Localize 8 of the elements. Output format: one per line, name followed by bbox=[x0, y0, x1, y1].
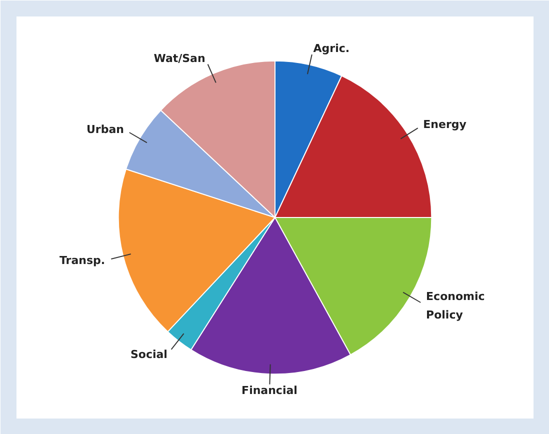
slice-label: Social bbox=[130, 348, 168, 361]
slice-label: Agric. bbox=[313, 42, 350, 55]
slice-label: Transp. bbox=[59, 254, 106, 268]
slice-label: Wat/San bbox=[154, 52, 206, 66]
slice-label: Urban bbox=[86, 122, 124, 136]
slice-label: Energy bbox=[423, 118, 466, 132]
slice-label: Financial bbox=[242, 384, 298, 398]
slice-label: Economic Policy bbox=[426, 290, 485, 322]
